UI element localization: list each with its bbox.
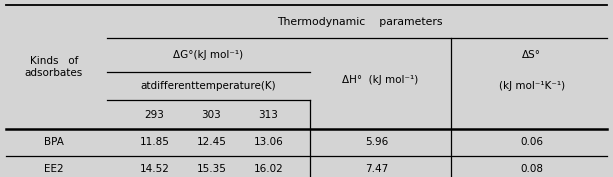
Text: 14.52: 14.52: [140, 164, 169, 174]
Text: Thermodynamic    parameters: Thermodynamic parameters: [278, 17, 443, 27]
Text: 0.06: 0.06: [520, 138, 544, 147]
Text: BPA: BPA: [44, 138, 64, 147]
Text: 15.35: 15.35: [197, 164, 226, 174]
Text: EE2: EE2: [44, 164, 64, 174]
Text: ΔS°: ΔS°: [522, 50, 541, 60]
Text: Kinds   of
adsorbates: Kinds of adsorbates: [25, 56, 83, 78]
Text: ΔG°(kJ mol⁻¹): ΔG°(kJ mol⁻¹): [173, 50, 243, 60]
Text: 11.85: 11.85: [140, 138, 169, 147]
Text: (kJ mol⁻¹K⁻¹): (kJ mol⁻¹K⁻¹): [499, 81, 565, 91]
Text: 7.47: 7.47: [365, 164, 388, 174]
Text: 303: 303: [202, 110, 221, 120]
Text: 293: 293: [145, 110, 164, 120]
Text: 5.96: 5.96: [365, 138, 388, 147]
Text: ΔH°  (kJ mol⁻¹): ΔH° (kJ mol⁻¹): [342, 75, 418, 85]
Text: 313: 313: [259, 110, 278, 120]
Text: 16.02: 16.02: [254, 164, 283, 174]
Text: atdifferenttemperature(K): atdifferenttemperature(K): [140, 81, 276, 91]
Text: 13.06: 13.06: [254, 138, 283, 147]
Text: 0.08: 0.08: [520, 164, 544, 174]
Text: 12.45: 12.45: [197, 138, 226, 147]
